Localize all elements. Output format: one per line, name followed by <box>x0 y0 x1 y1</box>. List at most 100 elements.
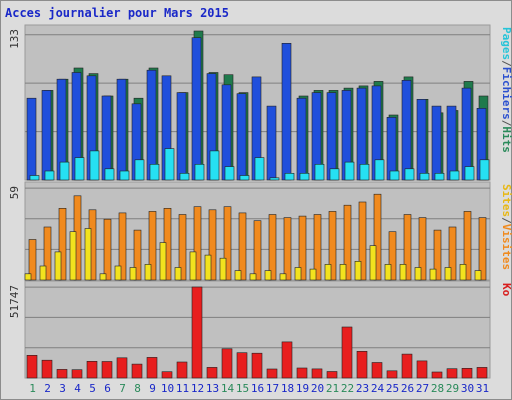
x-tick-label: 25 <box>386 382 399 395</box>
bar-visites-23 <box>358 201 367 281</box>
bar-visites-1 <box>28 239 37 281</box>
legend-entry: Visites <box>500 224 512 270</box>
bar-ko-15 <box>236 352 248 379</box>
x-tick-label: 29 <box>446 382 459 395</box>
bar-visites-11 <box>178 214 187 281</box>
bar-fichiers-14 <box>221 84 232 181</box>
bar-visites-26 <box>403 214 412 281</box>
bar-fichiers-21 <box>326 92 337 181</box>
x-tick-label: 14 <box>221 382 235 395</box>
bar-ko-8 <box>131 363 143 379</box>
bar-ko-23 <box>356 350 368 379</box>
bar-pages-27 <box>419 173 430 181</box>
bar-pages-19 <box>299 173 310 181</box>
bar-fichiers-28 <box>431 105 442 181</box>
bar-pages-21 <box>329 168 340 181</box>
chart-title: Acces journalier pour Mars 2015 <box>5 6 229 20</box>
x-tick-label: 4 <box>74 382 81 395</box>
bar-pages-30 <box>464 166 475 181</box>
bar-fichiers-9 <box>146 69 157 181</box>
bar-sites-27 <box>414 267 422 281</box>
top-ymax-label: 133 <box>8 29 21 49</box>
bar-sites-18 <box>279 273 287 281</box>
bar-ko-2 <box>41 359 53 379</box>
bar-pages-10 <box>164 148 175 181</box>
bar-sites-4 <box>69 231 77 281</box>
bar-ko-7 <box>116 357 128 379</box>
bottom-ymax-label: 51747 <box>8 285 21 318</box>
x-tick-label: 16 <box>251 382 264 395</box>
x-tick-label: 2 <box>44 382 51 395</box>
bar-pages-20 <box>314 164 325 181</box>
x-tick-label: 10 <box>161 382 174 395</box>
middle-legend: Sites/Visites <box>500 184 512 270</box>
bar-ko-13 <box>206 367 218 379</box>
bar-pages-16 <box>254 157 265 181</box>
bar-ko-4 <box>71 369 83 379</box>
bar-visites-6 <box>103 218 112 281</box>
legend-entry: / <box>500 217 512 224</box>
bar-fichiers-6 <box>101 95 112 181</box>
bar-visites-14 <box>223 206 232 281</box>
bar-fichiers-27 <box>416 99 427 181</box>
x-tick-label: 5 <box>89 382 96 395</box>
bar-visites-25 <box>388 231 397 281</box>
bar-sites-28 <box>429 268 437 281</box>
bar-sites-31 <box>474 270 482 281</box>
bar-sites-25 <box>384 264 392 281</box>
x-tick-label: 31 <box>476 382 489 395</box>
top-panel: 133 Pages/Fichiers/Hits <box>8 24 512 181</box>
bar-sites-15 <box>234 270 242 281</box>
bar-sites-1 <box>24 273 32 281</box>
bar-ko-18 <box>281 341 293 379</box>
bar-ko-12 <box>191 286 203 379</box>
bar-fichiers-25 <box>386 117 397 181</box>
bar-sites-20 <box>309 268 317 281</box>
bar-ko-25 <box>386 370 398 379</box>
x-tick-label: 12 <box>191 382 204 395</box>
bar-sites-22 <box>339 264 347 281</box>
bar-sites-2 <box>39 265 47 281</box>
bar-visites-29 <box>448 226 457 281</box>
bar-fichiers-1 <box>26 97 37 181</box>
bar-pages-18 <box>284 173 295 181</box>
bar-ko-1 <box>26 354 38 379</box>
bar-ko-30 <box>461 367 473 379</box>
bar-ko-24 <box>371 362 383 379</box>
bar-ko-14 <box>221 348 233 379</box>
bar-pages-25 <box>389 170 400 181</box>
top-legend: Pages/Fichiers/Hits <box>500 27 512 153</box>
bar-sites-14 <box>219 257 227 281</box>
bar-sites-24 <box>369 245 377 281</box>
bar-fichiers-19 <box>296 97 307 181</box>
x-tick-label: 30 <box>461 382 474 395</box>
bar-ko-3 <box>56 369 68 379</box>
bar-fichiers-11 <box>176 92 187 181</box>
bar-sites-19 <box>294 267 302 281</box>
bar-pages-24 <box>374 159 385 181</box>
bar-visites-3 <box>58 208 67 281</box>
x-tick-label: 17 <box>266 382 279 395</box>
bar-ko-16 <box>251 352 263 379</box>
x-tick-label: 26 <box>401 382 414 395</box>
bar-visites-8 <box>133 229 142 281</box>
x-tick-label: 13 <box>206 382 219 395</box>
bar-fichiers-2 <box>41 90 52 181</box>
bar-sites-6 <box>99 273 107 281</box>
bar-pages-5 <box>89 150 100 181</box>
bar-visites-12 <box>193 206 202 281</box>
bar-sites-5 <box>84 228 92 281</box>
bar-sites-26 <box>399 264 407 281</box>
bar-sites-23 <box>354 260 362 281</box>
bar-visites-2 <box>43 226 52 281</box>
bar-sites-13 <box>204 254 212 281</box>
bar-visites-19 <box>298 215 307 281</box>
bar-fichiers-26 <box>401 80 412 181</box>
bar-pages-11 <box>179 173 190 181</box>
bar-ko-10 <box>161 371 173 379</box>
bottom-legend: Ko <box>500 283 512 297</box>
bar-sites-21 <box>324 264 332 281</box>
x-tick-label: 3 <box>59 382 66 395</box>
x-tick-label: 15 <box>236 382 249 395</box>
